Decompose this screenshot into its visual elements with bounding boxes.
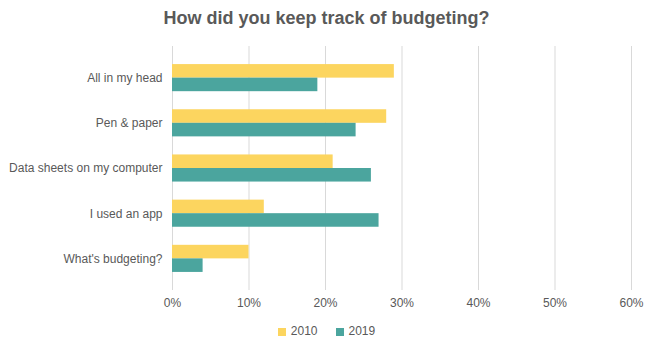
html-text:2019: 2019 [348, 324, 376, 338]
svg-text:Pen & paper: Pen & paper [96, 116, 163, 130]
svg-text:40%: 40% [466, 296, 490, 310]
svg-text:Data sheets on my computer: Data sheets on my computer [9, 161, 162, 175]
svg-text:60%: 60% [619, 296, 643, 310]
svg-text:I used an app: I used an app [90, 207, 163, 221]
svg-text:20%: 20% [313, 296, 337, 310]
svg-text:0%: 0% [164, 296, 182, 310]
svg-text:10%: 10% [237, 296, 261, 310]
svg-text:All in my head: All in my head [87, 71, 162, 85]
html-text:How did you keep track of budg: How did you keep track of budgeting? [163, 8, 490, 28]
svg-text:30%: 30% [390, 296, 414, 310]
svg-text:50%: 50% [543, 296, 567, 310]
svg-text:What's budgeting?: What's budgeting? [63, 252, 162, 266]
html-text:2010: 2010 [290, 324, 318, 338]
